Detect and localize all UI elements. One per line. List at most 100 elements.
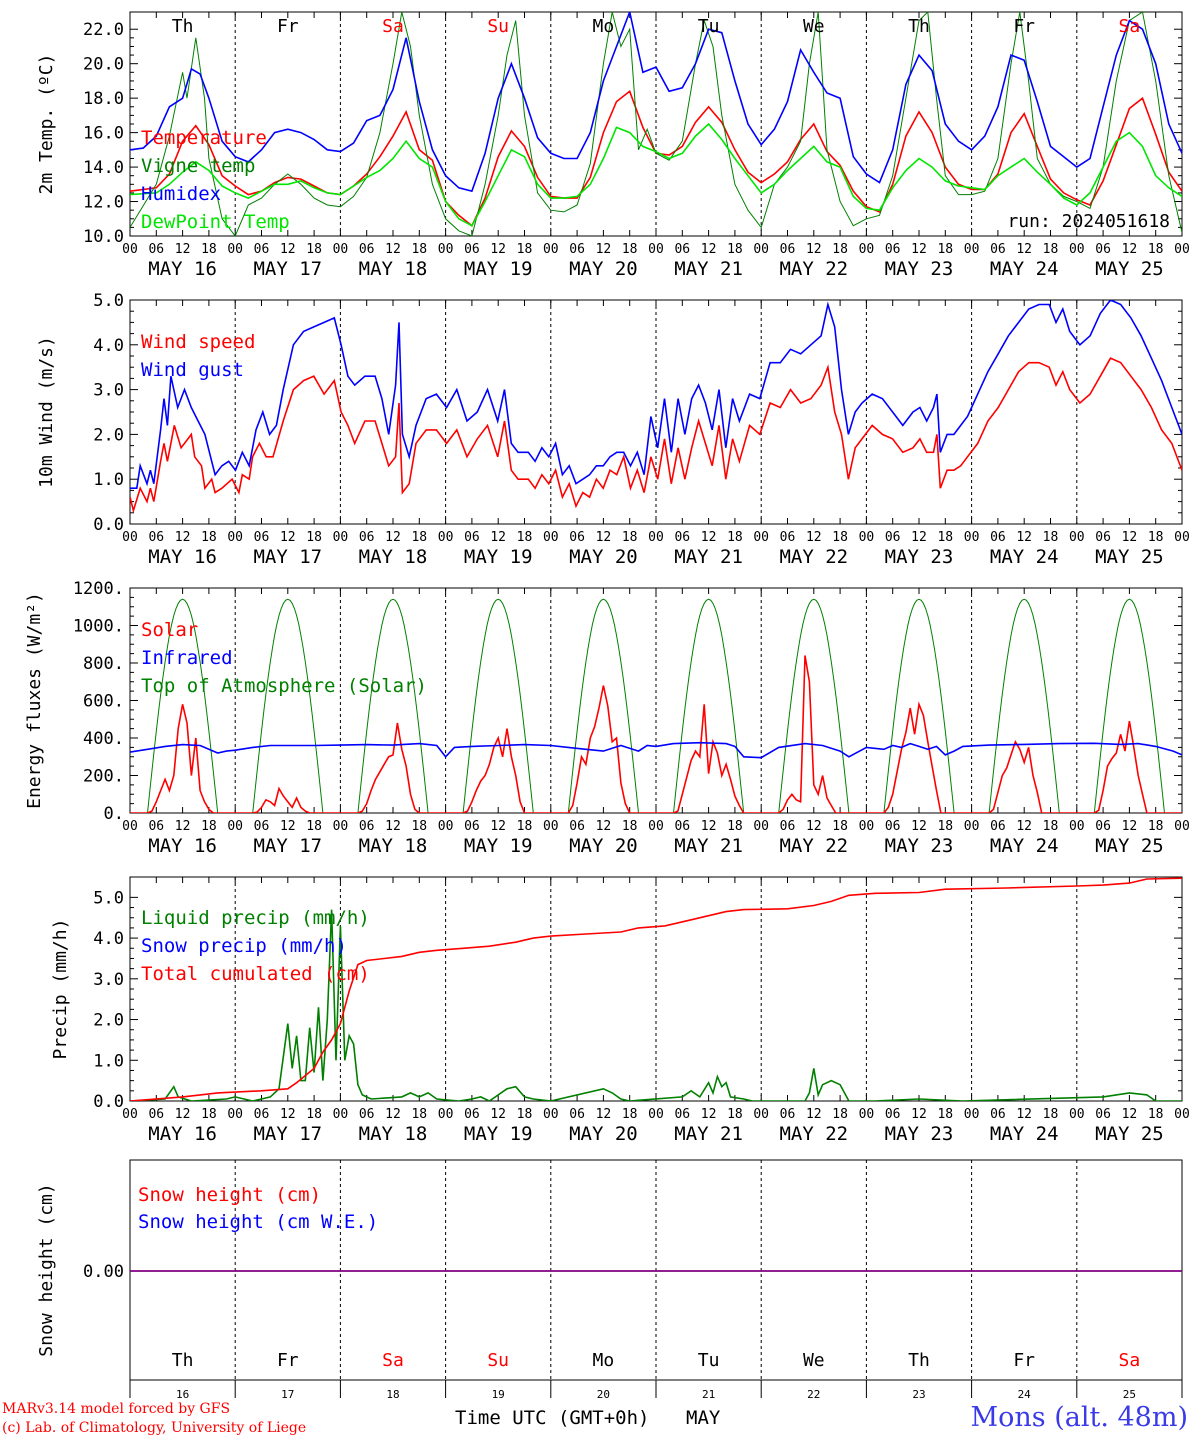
series-line-toa-solar	[147, 598, 1165, 813]
legend-entry: Wind speed	[141, 331, 255, 353]
hour-tick-label: 18	[727, 1107, 743, 1122]
date-label: MAY 17	[253, 1123, 322, 1145]
hour-tick-label: 12	[385, 1107, 401, 1122]
hour-tick-label: 18	[622, 1107, 638, 1122]
date-label: MAY 25	[1095, 1123, 1164, 1145]
hour-tick-label: 00	[859, 242, 875, 257]
hour-tick-label: 18	[306, 530, 322, 545]
weekday-label: Sa	[382, 1350, 404, 1371]
hour-tick-label: 06	[569, 530, 585, 545]
hour-tick-label: 00	[333, 242, 349, 257]
weekday-label-top: Tu	[698, 16, 720, 37]
date-label: MAY 19	[464, 258, 533, 280]
y-tick-label: 1.0	[93, 470, 124, 490]
hour-tick-label: 06	[780, 819, 796, 834]
hour-tick-label: 18	[1148, 530, 1164, 545]
y-tick-label: 800.	[83, 654, 124, 674]
hour-tick-label: 12	[490, 819, 506, 834]
weekday-label: Th	[172, 1350, 194, 1371]
hour-tick-label: 12	[911, 819, 927, 834]
hour-tick-label: 00	[543, 242, 559, 257]
date-label: MAY 18	[359, 546, 428, 568]
hour-tick-label: 12	[596, 819, 612, 834]
hour-tick-label: 06	[254, 819, 270, 834]
hour-tick-label: 06	[990, 530, 1006, 545]
date-label: MAY 18	[359, 835, 428, 857]
hour-tick-label: 00	[753, 530, 769, 545]
plot-frame	[129, 587, 1183, 814]
hour-tick-label: 00	[227, 530, 243, 545]
hour-tick-label: 18	[517, 242, 533, 257]
hour-tick-label: 00	[543, 819, 559, 834]
hour-tick-label: 12	[175, 819, 191, 834]
hour-tick-label: 18	[937, 242, 953, 257]
date-label: MAY 21	[674, 835, 743, 857]
hour-tick-label: 06	[148, 1107, 164, 1122]
hour-tick-label: 18	[201, 819, 217, 834]
model-credit: MARv3.14 model forced by GFS	[2, 1401, 231, 1417]
hour-tick-label: 12	[175, 242, 191, 257]
date-label: MAY 25	[1095, 546, 1164, 568]
y-tick-label: 5.0	[93, 888, 124, 908]
run-annotation: run: 2024051618	[1007, 211, 1170, 232]
hour-tick-label: 06	[254, 530, 270, 545]
legend-entry: Total cumulated (cm)	[141, 963, 370, 985]
hour-tick-label: 18	[1148, 1107, 1164, 1122]
hour-tick-label: 06	[674, 819, 690, 834]
hour-tick-label: 06	[885, 819, 901, 834]
weekday-label-top: Th	[908, 16, 930, 37]
weekday-label: Fr	[1013, 1350, 1035, 1371]
hour-tick-label: 06	[1095, 530, 1111, 545]
y-tick-label: 22.0	[83, 20, 124, 40]
y-tick-label: 10.0	[83, 227, 124, 247]
date-label: MAY 21	[674, 546, 743, 568]
date-label: MAY 19	[464, 546, 533, 568]
hour-tick-label: 00	[1069, 819, 1085, 834]
hour-tick-label: 18	[832, 530, 848, 545]
hour-tick-label: 00	[122, 819, 138, 834]
hour-tick-label: 00	[1174, 530, 1190, 545]
series-line-wind-gust	[130, 300, 1182, 489]
hour-tick-label: 00	[1069, 530, 1085, 545]
hour-tick-label: 06	[464, 242, 480, 257]
hour-tick-label: 00	[438, 530, 454, 545]
hour-tick-label: 12	[1016, 1107, 1032, 1122]
hour-tick-label: 06	[359, 1107, 375, 1122]
panel-5	[129, 1159, 1183, 1398]
hour-tick-label: 06	[148, 819, 164, 834]
date-label: MAY 24	[990, 1123, 1059, 1145]
date-label: MAY 16	[148, 258, 217, 280]
weekday-label: Mo	[593, 1350, 615, 1371]
hour-tick-label: 12	[490, 1107, 506, 1122]
hour-tick-label: 00	[964, 819, 980, 834]
hour-tick-label: 12	[701, 1107, 717, 1122]
hour-tick-label: 00	[333, 530, 349, 545]
date-label: MAY 23	[885, 835, 954, 857]
hour-tick-label: 12	[1122, 242, 1138, 257]
panel-2	[129, 299, 1183, 525]
hour-tick-label: 00	[438, 1107, 454, 1122]
hour-tick-label: 00	[964, 242, 980, 257]
hour-tick-label: 06	[254, 242, 270, 257]
y-tick-label: 0.0	[93, 1092, 124, 1112]
hour-tick-label: 00	[1174, 819, 1190, 834]
hour-tick-label: 06	[990, 1107, 1006, 1122]
date-label: MAY 17	[253, 835, 322, 857]
legend-entry: Snow precip (mm/h)	[141, 935, 347, 957]
hour-tick-label: 06	[254, 1107, 270, 1122]
hour-tick-label: 18	[306, 242, 322, 257]
hour-tick-label: 06	[674, 530, 690, 545]
hour-tick-label: 12	[701, 819, 717, 834]
hour-tick-label: 00	[333, 1107, 349, 1122]
day-number-label: 17	[281, 1388, 294, 1401]
day-number-label: 23	[912, 1388, 925, 1401]
y-axis-label: Snow height (cm)	[36, 1183, 57, 1356]
y-tick-label: 1.0	[93, 1051, 124, 1071]
panel-1	[129, 11, 1183, 237]
hour-tick-label: 18	[517, 1107, 533, 1122]
hour-tick-label: 12	[806, 819, 822, 834]
hour-tick-label: 06	[885, 530, 901, 545]
series-line-liquid-precip-mm-h	[130, 909, 1182, 1101]
hour-tick-label: 18	[306, 1107, 322, 1122]
hour-tick-label: 18	[201, 1107, 217, 1122]
